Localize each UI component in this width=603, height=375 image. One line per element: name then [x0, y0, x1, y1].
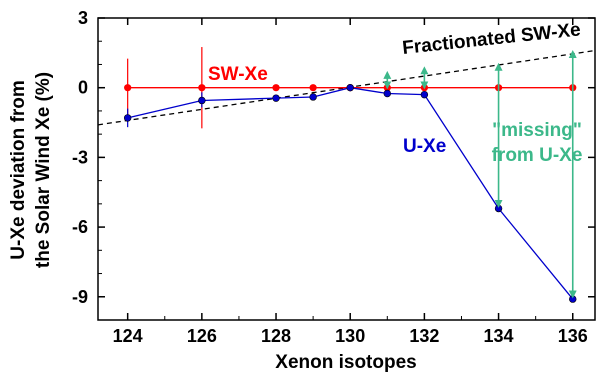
u-xe-data-point [123, 114, 132, 122]
u-xe-data-point [420, 90, 429, 99]
u-xe-data-point [569, 295, 577, 303]
y-axis-title-line1: U-Xe deviation from [8, 80, 29, 259]
x-tick-label: 130 [335, 326, 365, 346]
sw-xe-data-point [198, 84, 206, 92]
x-tick-label: 132 [409, 326, 439, 346]
y-tick-label: 3 [78, 8, 88, 28]
x-axis-title: Xenon isotopes [275, 352, 416, 373]
sw-xe-data-point [272, 84, 280, 92]
x-tick-label: 126 [187, 326, 217, 346]
sw-xe-data-point [124, 84, 132, 92]
u-xe-data-point [309, 93, 317, 101]
fractionated-sw-xe-label: Fractionated SW-Xe [401, 19, 581, 59]
missing-label-line1: "missing" [492, 120, 582, 141]
u-xe-data-point [383, 89, 391, 98]
u-xe-data-point [346, 83, 354, 92]
y-tick-label: 0 [78, 78, 88, 98]
plot-frame [97, 17, 596, 321]
x-tick-label: 134 [484, 326, 514, 346]
fractionated-sw-xe-line [97, 49, 596, 126]
u-xe-data-point [494, 204, 503, 213]
y-tick-label: -6 [72, 217, 88, 237]
y-tick-label: -3 [72, 147, 88, 167]
x-tick-label: 136 [558, 326, 588, 346]
u-xe-data-point [272, 94, 280, 102]
y-axis-title-line2: the Solar Wind Xe (%) [33, 72, 54, 268]
u-xe-label: U-Xe [403, 136, 446, 157]
sw-xe-label: SW-Xe [208, 64, 268, 85]
missing-label-line2: from U-Xe [492, 145, 583, 166]
x-tick-label: 128 [261, 326, 291, 346]
u-xe-data-point [198, 96, 206, 105]
sw-xe-data-point [309, 84, 317, 92]
y-tick-label: -9 [72, 287, 88, 307]
x-tick-label: 124 [113, 326, 143, 346]
